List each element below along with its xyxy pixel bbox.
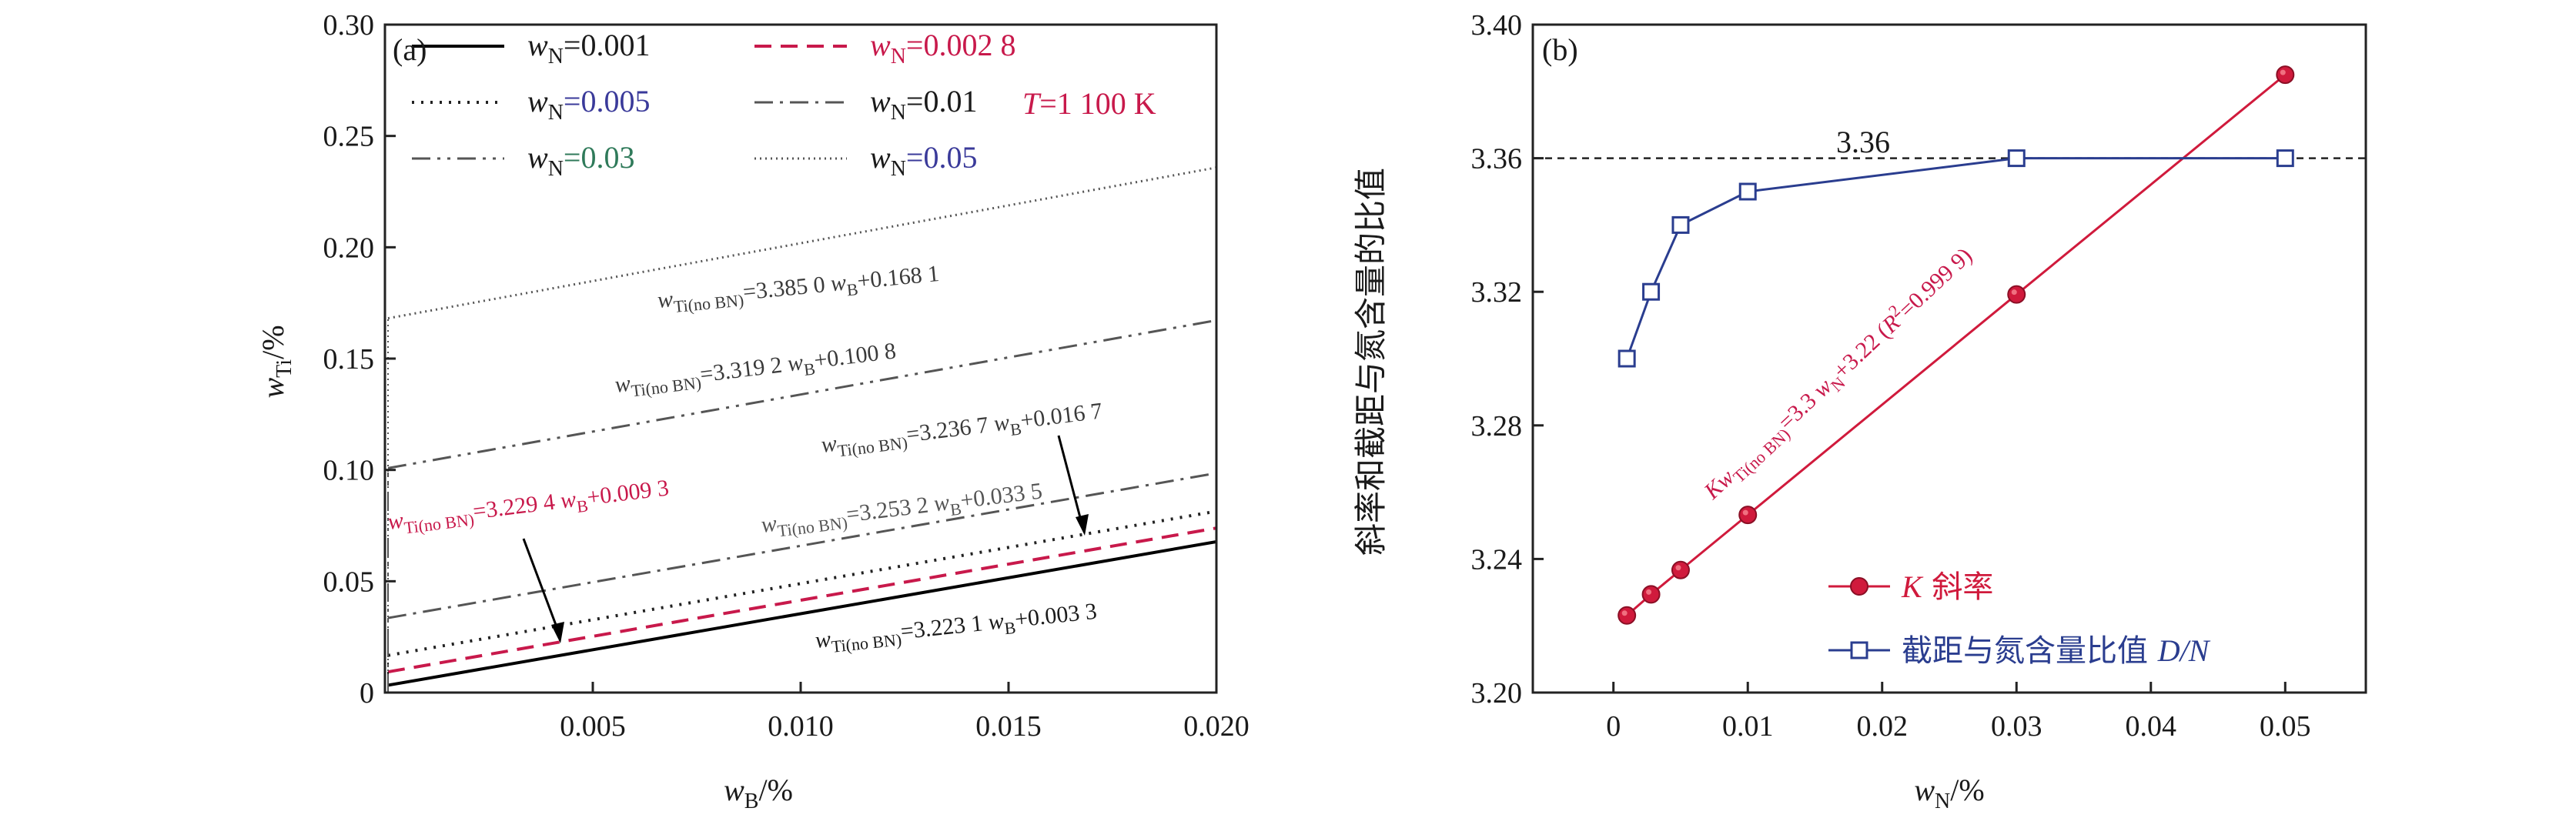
legend-label: wN=0.001 <box>527 28 650 68</box>
y-tick-label: 3.36 <box>1471 143 1523 175</box>
data-point-dn <box>1671 215 1690 234</box>
y-tick-label: 3.28 <box>1471 410 1523 442</box>
equation-label: wTi(no BN)=3.223 1 wB+0.003 3 <box>814 599 1099 658</box>
series-a-line-0 <box>387 539 1216 687</box>
legend-label: wN=0.01 <box>870 84 977 125</box>
data-point-k <box>2276 65 2295 85</box>
panel-a-arrows <box>522 435 1089 643</box>
data-point-highlight <box>1675 565 1681 571</box>
x-tick-label: 0.005 <box>560 710 626 743</box>
data-point-k <box>1641 585 1661 604</box>
series-a-line-2 <box>387 509 1216 657</box>
data-point-dn <box>1642 282 1661 301</box>
legend-label-dn: 截距与氮含量比值 D/N <box>1902 633 2211 669</box>
panel-a: 0 0.05 0.10 0.15 0.20 0.25 0.30 0.005 0.010 0.015… <box>256 9 1250 813</box>
panel-b-frame <box>1531 23 2367 694</box>
x-tick-label: 0.05 <box>2260 710 2311 743</box>
legend-label: wN=0.005 <box>527 84 650 125</box>
y-tick-label: 0 <box>360 677 374 709</box>
data-point-highlight <box>2011 289 2017 295</box>
x-tick-label: 0 <box>1606 710 1621 743</box>
x-tick-label: 0.02 <box>1856 710 1908 743</box>
equation-label: wTi(no BN)=3.229 4 wB+0.009 3 <box>386 475 671 539</box>
panel-b: 3.20 3.24 3.28 3.32 3.36 3.40 0 0.01 0.02 0.03 0.0… <box>1352 9 2367 813</box>
x-tick-label: 0.020 <box>1183 710 1250 743</box>
x-tick-label: 0.015 <box>975 710 1042 743</box>
y-tick-label: 3.20 <box>1471 677 1523 709</box>
data-point-k <box>1618 606 1637 625</box>
equation-label: wTi(no BN)=3.236 7 wB+0.016 7 <box>820 398 1105 462</box>
data-point-k <box>1671 560 1690 579</box>
equation-label: wTi(no BN)=3.319 2 wB+0.100 8 <box>614 338 898 402</box>
equation-label: wTi(no BN)=3.253 2 wB+0.033 5 <box>760 478 1045 543</box>
y-tick-label: 0.10 <box>323 455 375 487</box>
panel-b-xlabel: wN/% <box>1914 773 1984 813</box>
panel-a-xlabel: wB/% <box>724 773 793 813</box>
data-point-dn <box>1738 182 1757 201</box>
panel-b-ylabel: 斜率和截距与氮含量的比值 <box>1352 168 1390 556</box>
legend-label: wN=0.03 <box>527 140 634 181</box>
panel-b-id: (b) <box>1542 32 1578 67</box>
data-point-k <box>1738 506 1758 525</box>
data-point-dn <box>2276 149 2294 168</box>
y-tick-label: 3.24 <box>1471 543 1523 576</box>
equation-label: wTi(no BN)=3.385 0 wB+0.168 1 <box>657 261 942 318</box>
y-tick-label: 0.15 <box>323 343 375 376</box>
x-tick-label: 0.03 <box>1991 710 2042 743</box>
series-a-line-4 <box>387 319 1216 469</box>
y-tick-label: 3.32 <box>1471 276 1523 309</box>
panel-a-id: (a) <box>393 32 427 67</box>
y-tick-label: 3.40 <box>1471 9 1523 42</box>
reference-line-label: 3.36 <box>1836 125 1890 159</box>
series-a-line-3 <box>387 472 1216 619</box>
data-point-highlight <box>2280 69 2286 75</box>
data-point-highlight <box>1646 589 1652 595</box>
data-point-k <box>2007 285 2026 304</box>
data-point-dn <box>1618 349 1636 368</box>
x-tick-label: 0.04 <box>2126 710 2177 743</box>
panel-a-frame <box>383 23 1218 694</box>
y-tick-label: 0.30 <box>323 9 375 42</box>
series-b-line-1 <box>1625 157 2286 359</box>
legend-marker-dn <box>1850 641 1868 659</box>
panel-a-condition: T=1 100 K <box>1022 86 1156 121</box>
panel-a-ylabel: wTi/% <box>256 325 296 398</box>
series-a-line-5 <box>387 166 1216 320</box>
legend-marker-k <box>1850 577 1868 596</box>
y-tick-label: 0.25 <box>323 121 375 153</box>
legend-label: wN=0.002 8 <box>870 28 1015 68</box>
legend-label-k: K 斜率 <box>1901 569 1993 605</box>
panel-a-legend: wN=0.001 wN=0.002 8 wN=0.005 wN=0.01 wN=0.03… <box>412 28 1015 181</box>
legend-label: wN=0.05 <box>870 140 977 181</box>
x-tick-label: 0.010 <box>768 710 834 743</box>
series-a-line-1 <box>387 526 1216 674</box>
data-point-highlight <box>1742 509 1748 516</box>
x-tick-label: 0.01 <box>1722 710 1774 743</box>
fit-equation: KwTi(no BN)=3.3 wN+3.22 (R2=0.999 9) <box>1695 239 1980 508</box>
y-tick-label: 0.05 <box>323 566 375 598</box>
series-b-line-0 <box>1626 73 2287 616</box>
data-point-highlight <box>1621 610 1628 616</box>
y-tick-label: 0.20 <box>323 232 375 264</box>
panel-b-legend: K 斜率 截距与氮含量比值 D/N <box>1828 569 2211 669</box>
data-point-dn <box>2007 149 2026 168</box>
